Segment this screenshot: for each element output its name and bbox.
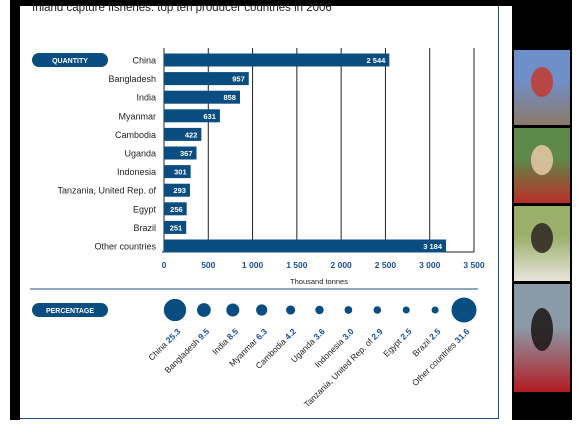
percentage-bubble	[451, 297, 477, 323]
percentage-bubble	[373, 306, 382, 314]
student-smiling-photo	[514, 284, 570, 392]
bar-value-label: 293	[173, 186, 186, 195]
quantity-badge	[32, 53, 108, 67]
percentage-bubble	[431, 306, 439, 314]
person-silhouette	[530, 307, 554, 351]
bubble-value-label: 31.6	[453, 326, 472, 345]
bar-value-label: 631	[203, 112, 216, 121]
category-label: Egypt	[133, 204, 157, 214]
quantity-badge-label: QUANTITY	[52, 58, 88, 65]
bar-value-label: 2 544	[367, 56, 387, 65]
category-label: Uganda	[124, 149, 156, 159]
x-axis-title: Thousand tonnes	[290, 277, 348, 286]
bar-value-label: 256	[170, 205, 183, 214]
x-tick-label: 3 500	[463, 260, 485, 270]
category-label: Bangladesh	[108, 74, 156, 84]
bar	[164, 202, 187, 216]
bar	[164, 239, 447, 253]
bar-value-label: 3 184	[423, 242, 443, 251]
percentage-bubble	[256, 304, 268, 316]
category-label: Indonesia	[117, 167, 156, 177]
campus-students-photo	[514, 50, 570, 125]
bar	[164, 90, 240, 104]
x-tick-label: 2 000	[331, 260, 353, 270]
bar-value-label: 858	[223, 93, 236, 102]
bar-value-label: 367	[180, 149, 193, 158]
bubble-value-label: 25.3	[164, 326, 183, 345]
percentage-badge	[32, 303, 108, 317]
category-label: Myanmar	[118, 111, 156, 121]
person-silhouette	[530, 144, 554, 175]
bar	[164, 53, 390, 67]
category-label: China	[132, 56, 156, 66]
x-tick-label: 0	[162, 260, 167, 270]
bar	[164, 72, 249, 86]
bar	[164, 220, 187, 234]
bar	[164, 127, 202, 141]
x-tick-label: 3 000	[419, 260, 441, 270]
bar-value-label: 422	[185, 130, 198, 139]
bubble-label: Egypt 2.5	[381, 326, 414, 359]
bar	[164, 183, 190, 197]
person-silhouette	[530, 66, 554, 97]
bar	[164, 146, 197, 160]
percentage-bubble	[226, 303, 240, 317]
student-portrait-photo	[514, 206, 570, 281]
person-silhouette	[530, 222, 554, 253]
chart-title: Inland capture fisheries: top ten produc…	[32, 2, 332, 14]
x-tick-label: 1 000	[242, 260, 264, 270]
percentage-bubble	[315, 305, 324, 315]
percentage-bubble	[286, 305, 296, 315]
percentage-bubble	[344, 306, 353, 314]
category-label: Brazil	[133, 223, 156, 233]
x-tick-label: 500	[201, 260, 215, 270]
bar-value-label: 251	[170, 223, 183, 232]
bar	[164, 165, 191, 179]
percentage-badge-label: PERCENTAGE	[46, 308, 94, 315]
page-border-right	[498, 6, 499, 418]
bar-value-label: 301	[174, 168, 187, 177]
category-label: Cambodia	[115, 130, 156, 140]
x-tick-label: 2 500	[375, 260, 397, 270]
x-tick-label: 1 500	[286, 260, 308, 270]
category-label: Other countries	[94, 242, 156, 252]
bar	[164, 109, 220, 123]
bar-value-label: 957	[232, 75, 245, 84]
student-red-shirt-photo	[514, 128, 570, 203]
percentage-bubble	[197, 303, 211, 317]
page-border-bottom	[20, 418, 499, 419]
percentage-bubble	[402, 306, 410, 314]
category-label: Tanzania, United Rep. of	[57, 186, 156, 196]
percentage-bubble	[163, 298, 187, 322]
bubble-label: Other countries 31.6	[410, 326, 472, 388]
category-label: India	[136, 93, 156, 103]
